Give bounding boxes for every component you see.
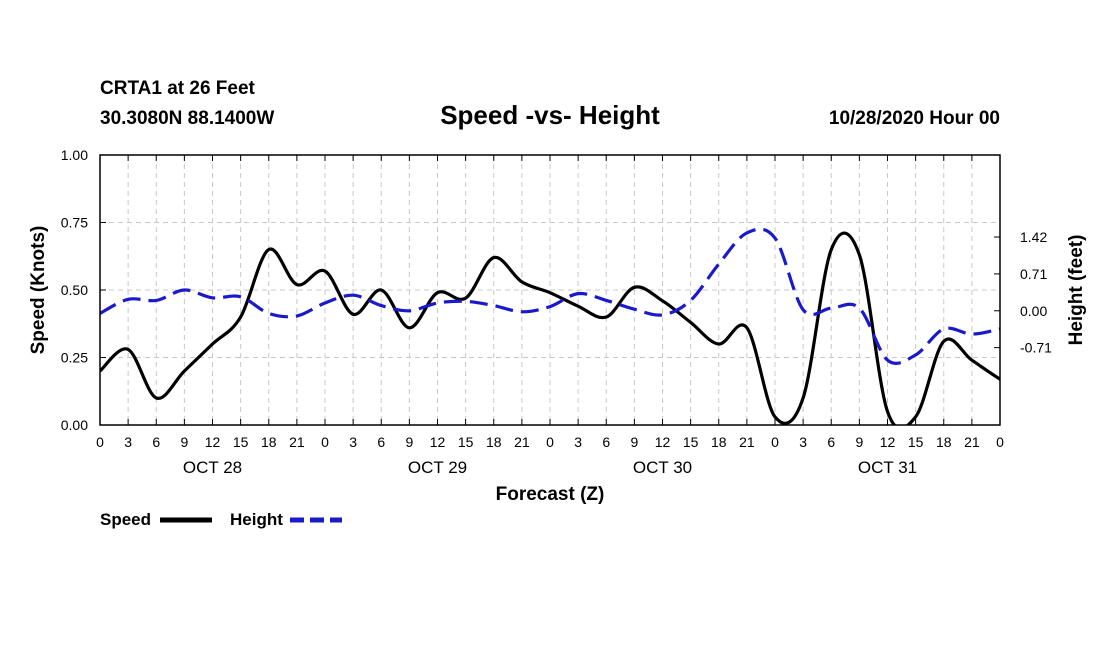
y-tick-label-right: 1.42 bbox=[1020, 229, 1047, 245]
y-tick-label-left: 1.00 bbox=[61, 147, 88, 163]
x-date-label: OCT 30 bbox=[633, 458, 692, 477]
x-tick-label: 21 bbox=[514, 434, 530, 450]
legend: Speed Height bbox=[100, 510, 342, 529]
x-tick-label: 18 bbox=[261, 434, 277, 450]
x-tick-label: 6 bbox=[377, 434, 385, 450]
x-tick-label: 0 bbox=[996, 434, 1004, 450]
x-date-label: OCT 31 bbox=[858, 458, 917, 477]
x-tick-label: 6 bbox=[602, 434, 610, 450]
x-tick-label: 18 bbox=[486, 434, 502, 450]
x-tick-label: 3 bbox=[124, 434, 132, 450]
axes bbox=[99, 154, 1001, 426]
x-tick-label: 15 bbox=[683, 434, 699, 450]
x-tick-label: 0 bbox=[771, 434, 779, 450]
x-tick-label: 12 bbox=[430, 434, 446, 450]
x-tick-label: 15 bbox=[908, 434, 924, 450]
y-tick-label-left: 0.50 bbox=[61, 282, 88, 298]
x-tick-label: 9 bbox=[855, 434, 863, 450]
y-tick-label-right: 0.71 bbox=[1020, 266, 1047, 282]
x-tick-label: 3 bbox=[574, 434, 582, 450]
y-axis-ticks: 0.00 0.25 0.50 0.75 1.00 1.42 0.71 0.00 -0.71 bbox=[61, 147, 1052, 433]
x-tick-label: 0 bbox=[96, 434, 104, 450]
x-tick-label: 6 bbox=[827, 434, 835, 450]
series-line-speed bbox=[100, 231, 1000, 425]
x-axis-ticks: 0 3 6 9 12 15 18 21 0 3 6 9 12 15 18 21 0 3 6 9 12 15 18 21 0 3 6 9… bbox=[96, 434, 1004, 477]
y-tick-label-right: -0.71 bbox=[1020, 340, 1052, 356]
legend-label-height: Height bbox=[230, 510, 283, 529]
y-tick-label-right: 0.00 bbox=[1020, 303, 1047, 319]
x-tick-label: 15 bbox=[233, 434, 249, 450]
x-tick-label: 12 bbox=[655, 434, 671, 450]
station-label: CRTA1 at 26 Feet bbox=[100, 78, 256, 99]
y-axis-label-right: Height (feet) bbox=[1066, 235, 1087, 346]
x-axis-label: Forecast (Z) bbox=[496, 484, 605, 505]
x-tick-label: 18 bbox=[711, 434, 727, 450]
series-line-height bbox=[100, 227, 1000, 365]
legend-label-speed: Speed bbox=[100, 510, 151, 529]
data-series bbox=[100, 227, 1000, 425]
x-tick-label: 9 bbox=[405, 434, 413, 450]
y-tick-label-left: 0.75 bbox=[61, 215, 88, 231]
x-date-label: OCT 28 bbox=[183, 458, 242, 477]
y-tick-label-left: 0.00 bbox=[61, 417, 88, 433]
x-tick-label: 21 bbox=[739, 434, 755, 450]
x-tick-label: 0 bbox=[321, 434, 329, 450]
x-tick-label: 6 bbox=[152, 434, 160, 450]
y-tick-label-left: 0.25 bbox=[61, 350, 88, 366]
x-tick-label: 21 bbox=[964, 434, 980, 450]
y-axis-label-left: Speed (Knots) bbox=[28, 226, 49, 355]
forecast-run-time: 10/28/2020 Hour 00 bbox=[829, 108, 1000, 129]
x-tick-label: 9 bbox=[630, 434, 638, 450]
x-tick-label: 0 bbox=[546, 434, 554, 450]
x-tick-label: 21 bbox=[289, 434, 305, 450]
x-tick-label: 15 bbox=[458, 434, 474, 450]
x-tick-label: 12 bbox=[205, 434, 221, 450]
x-tick-label: 12 bbox=[880, 434, 896, 450]
x-tick-label: 3 bbox=[349, 434, 357, 450]
x-tick-label: 3 bbox=[799, 434, 807, 450]
chart-title: Speed -vs- Height bbox=[440, 100, 660, 130]
x-tick-label: 9 bbox=[180, 434, 188, 450]
x-tick-label: 18 bbox=[936, 434, 952, 450]
station-coords: 30.3080N 88.1400W bbox=[100, 108, 274, 129]
grid-lines bbox=[100, 155, 1000, 425]
x-date-label: OCT 29 bbox=[408, 458, 467, 477]
